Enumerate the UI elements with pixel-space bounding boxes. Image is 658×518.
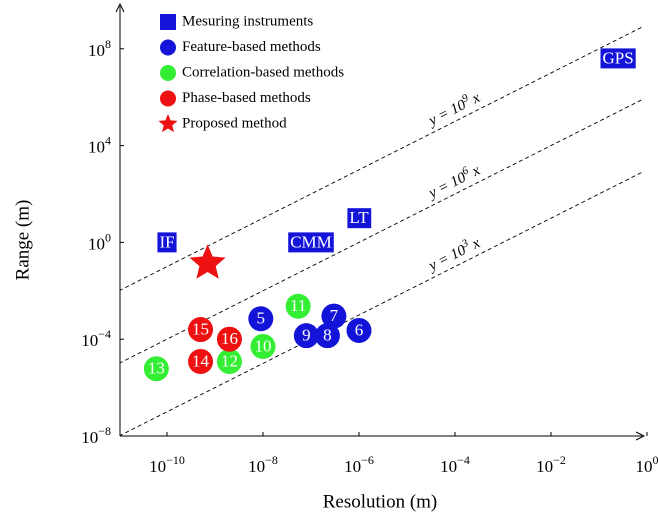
point-label: 8 [323,326,332,345]
x-axis-arrow [635,431,646,441]
point-label: 11 [290,296,306,315]
point [248,306,274,332]
point [188,317,214,343]
point-label: 16 [221,329,238,348]
legend-label: Mesuring instruments [182,13,313,29]
legend-label: Feature-based methods [182,39,321,55]
point [600,48,636,69]
y-axis-arrow [115,2,125,13]
legend-marker [158,114,178,133]
legend-marker [160,39,176,56]
legend-label: Phase-based methods [182,90,311,106]
legend-marker [160,14,176,30]
point-label: 6 [355,320,364,339]
reference-line [120,171,642,436]
y-tick-label: 108 [88,37,111,60]
y-tick-label: 100 [88,230,111,253]
reference-line-label-part: 3 [459,236,471,250]
reference-line-label-part: x [466,90,483,109]
x-axis-label: Resolution (m) [323,491,438,512]
reference-line-label-part: 9 [460,91,471,104]
point-label: IF [159,232,174,251]
reference-line-label-part: 6 [460,164,471,177]
point [157,232,177,253]
point [347,208,372,229]
point [189,244,226,279]
point-label: 12 [221,351,238,370]
x-tick-label: 10−2 [536,453,566,476]
point-label: LT [349,208,369,227]
point [188,348,214,374]
point [293,323,319,349]
x-tick-label: 100 [636,453,658,476]
reference-line-label-part: x [466,163,483,182]
point-label: 13 [148,359,165,378]
y-tick-label: 10−8 [81,424,111,447]
x-tick-label: 10−10 [149,453,185,476]
point [216,348,242,374]
reference-line-label: y = 106 x [423,159,483,203]
point-label: 15 [192,319,209,338]
x-tick-label: 10−8 [248,453,278,476]
x-tick-label: 10−4 [440,453,470,476]
point-label: 5 [257,309,266,328]
point-label: 14 [192,351,210,370]
point [250,333,276,359]
y-axis-label: Range (m) [12,200,33,281]
reference-lines [120,26,642,436]
point-label: CMM [290,232,332,251]
y-tick-label: 104 [88,133,111,156]
point [288,232,334,253]
point-label: 10 [255,336,272,355]
legend-label: Proposed method [182,115,287,131]
reference-line-label: y = 103 x [423,232,483,276]
legend-marker [160,65,176,81]
point-label: 9 [302,326,311,345]
reference-line-label: y = 109 x [423,87,483,131]
point [321,303,347,329]
reference-line-label-part: x [466,235,483,254]
point-label: 7 [330,306,339,325]
y-tick-label: 10−4 [81,327,111,350]
point [285,293,311,319]
x-tick-label: 10−6 [344,453,374,476]
point [216,326,242,352]
point [346,317,372,343]
point-label: GPS [603,48,634,67]
legend-label: Correlation-based methods [182,64,344,80]
point [314,323,340,349]
point [143,356,169,382]
legend-marker [160,90,176,107]
